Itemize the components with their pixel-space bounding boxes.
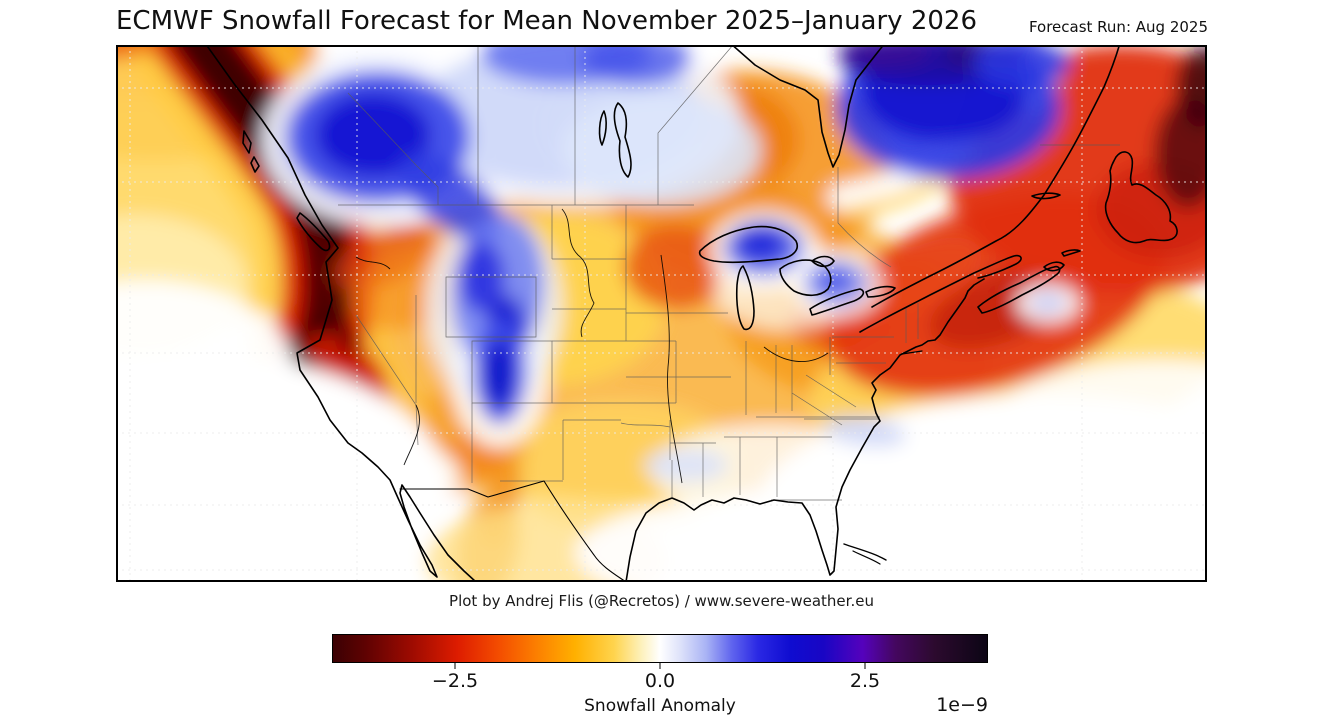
anomaly-map <box>116 45 1207 582</box>
colorbar-gradient <box>332 634 988 663</box>
colorbar-ticklabels: −2.5 0.0 2.5 <box>332 670 988 692</box>
rivers <box>355 208 829 484</box>
forecast-run-annotation: Forecast Run: Aug 2025 <box>1028 18 1208 36</box>
colorbar-ticklabel: −2.5 <box>431 670 479 692</box>
colorbar-ticklabel: 0.0 <box>644 670 676 692</box>
coastline <box>205 45 1178 582</box>
colorbar-ticklabel: 2.5 <box>849 670 881 692</box>
colorbar-axis-label: Snowfall Anomaly <box>584 696 736 716</box>
colorbar-tick <box>864 663 866 669</box>
map-svg <box>116 45 1207 582</box>
figure-title: ECMWF Snowfall Forecast for Mean Novembe… <box>116 6 977 36</box>
state-province-borders <box>338 45 1120 501</box>
figure-caption: Plot by Andrej Flis (@Recretos) / www.se… <box>449 592 874 610</box>
map-frame <box>116 45 1207 582</box>
colorbar-tick <box>659 663 661 669</box>
colorbar-tickmarks <box>332 663 988 669</box>
colorbar-tick <box>454 663 456 669</box>
colorbar-scale-factor: 1e−9 <box>936 694 988 716</box>
